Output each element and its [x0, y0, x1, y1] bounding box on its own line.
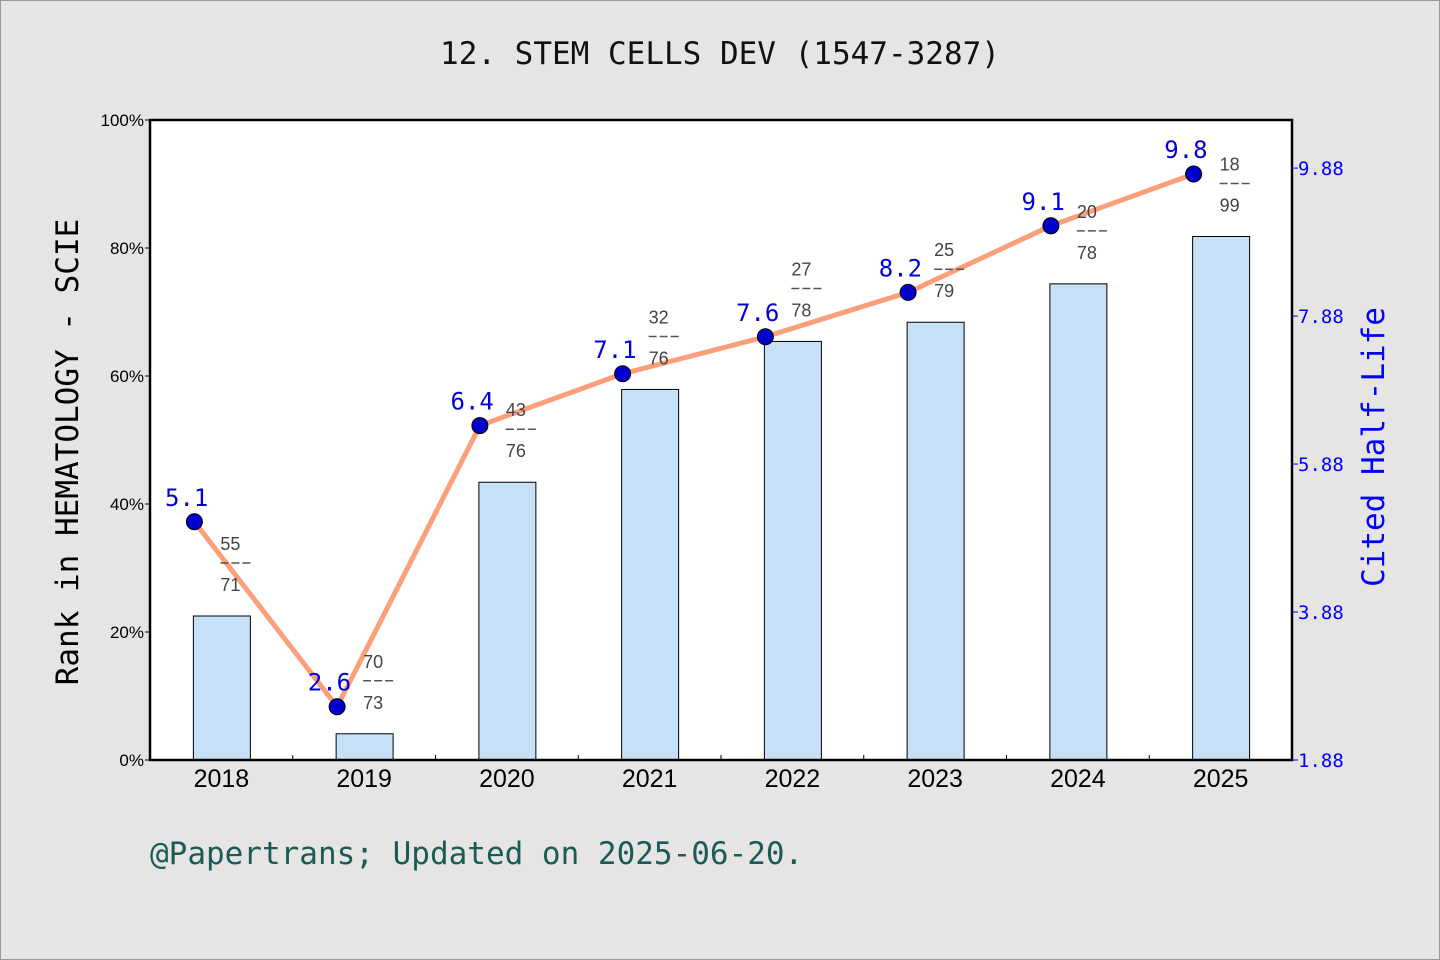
- total-label: 78: [791, 300, 811, 320]
- y-tick-label: 100%: [101, 111, 144, 130]
- y-right-tick-label: 7.88: [1298, 306, 1344, 328]
- x-tick-label: 2020: [479, 765, 535, 793]
- half-life-value-label: 6.4: [451, 388, 494, 416]
- bar: [192, 615, 251, 761]
- half-life-marker: [614, 365, 632, 383]
- rank-label: 43: [506, 400, 526, 420]
- y-right-tick-label: 3.88: [1298, 602, 1344, 624]
- bar: [478, 481, 537, 761]
- bar: [763, 340, 822, 761]
- y-tick-label: 20%: [110, 623, 144, 642]
- x-tick-label: 2021: [622, 765, 678, 793]
- footer-note: @Papertrans; Updated on 2025-06-20.: [150, 836, 804, 872]
- half-life-value-label: 9.1: [1022, 188, 1065, 216]
- half-life-value-label: 5.1: [165, 484, 208, 512]
- half-life-value-label: 9.8: [1164, 136, 1207, 164]
- y-axis-title: Rank in HEMATOLOGY - SCIE: [50, 219, 86, 686]
- half-life-marker: [328, 698, 346, 716]
- bar: [621, 388, 680, 761]
- total-label: 76: [506, 441, 526, 461]
- y-right-axis-title: Cited Half-Life: [1356, 307, 1392, 587]
- x-tick-label: 2022: [765, 765, 821, 793]
- bar: [1192, 235, 1251, 761]
- total-label: 99: [1220, 195, 1240, 215]
- rank-label: 32: [649, 307, 669, 327]
- rank-label: 70: [363, 652, 383, 672]
- total-label: 78: [1077, 243, 1097, 263]
- half-life-marker: [471, 417, 489, 435]
- x-tick-label: 2023: [907, 765, 963, 793]
- bar: [906, 321, 965, 761]
- rank-label: 27: [791, 259, 811, 279]
- rank-label: 20: [1077, 202, 1097, 222]
- half-life-marker: [185, 513, 203, 531]
- y-right-tick-label: 1.88: [1298, 750, 1344, 772]
- half-life-marker: [1185, 165, 1203, 183]
- y-tick-label: 80%: [110, 239, 144, 258]
- half-life-value-label: 7.6: [736, 299, 779, 327]
- x-tick-label: 2025: [1193, 765, 1249, 793]
- total-label: 73: [363, 693, 383, 713]
- half-life-marker: [756, 328, 774, 346]
- plot-area: [150, 120, 1292, 760]
- half-life-value-label: 2.6: [308, 669, 351, 697]
- y-right-tick-label: 5.88: [1298, 454, 1344, 476]
- half-life-line: [192, 171, 1195, 710]
- total-label: 79: [934, 281, 954, 301]
- y-right-tick-label: 9.88: [1298, 158, 1344, 180]
- x-tick-label: 2019: [336, 765, 392, 793]
- rank-label: 25: [934, 240, 954, 260]
- bar: [335, 733, 394, 761]
- half-life-marker: [1042, 217, 1060, 235]
- half-life-value-label: 7.1: [593, 336, 636, 364]
- x-tick-label: 2024: [1050, 765, 1106, 793]
- total-label: 71: [220, 575, 240, 595]
- total-label: 76: [649, 348, 669, 368]
- x-tick-label: 2018: [194, 765, 250, 793]
- rank-label: 18: [1220, 154, 1240, 174]
- y-tick-label: 0%: [119, 751, 144, 770]
- rank-label: 55: [220, 534, 240, 554]
- half-life-marker: [899, 283, 917, 301]
- y-tick-label: 40%: [110, 495, 144, 514]
- half-life-value-label: 8.2: [879, 254, 922, 282]
- chart-title: 12. STEM CELLS DEV (1547-3287): [440, 36, 1000, 72]
- y-tick-label: 60%: [110, 367, 144, 386]
- bar: [1049, 283, 1108, 761]
